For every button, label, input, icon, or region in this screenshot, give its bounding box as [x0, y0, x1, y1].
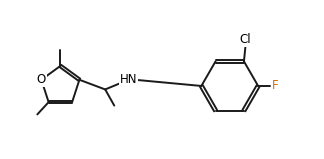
Text: F: F [272, 80, 278, 92]
Text: O: O [37, 73, 46, 86]
Text: Cl: Cl [240, 33, 251, 46]
Text: HN: HN [120, 73, 137, 86]
